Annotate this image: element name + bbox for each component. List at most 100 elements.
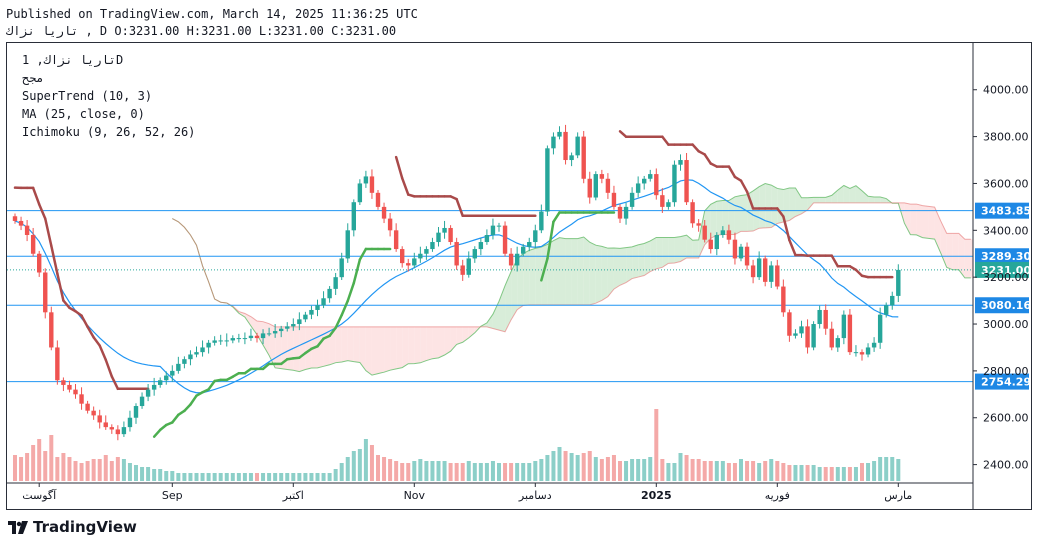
candle-body xyxy=(514,253,520,266)
candle-body xyxy=(24,225,30,235)
cloud-segment xyxy=(626,246,633,283)
candle-body xyxy=(490,225,496,235)
legend-ma[interactable]: MA (25, close, 0) xyxy=(22,107,145,121)
candle-body xyxy=(363,176,369,184)
price-level-label-bg xyxy=(975,297,1029,314)
price-chart[interactable]: 3483.85 3289.30 3080.16 2754.29 3231.00 2400… xyxy=(7,43,1031,509)
cloud-segment xyxy=(607,248,614,297)
supertrend-segment xyxy=(37,203,47,220)
candle-body xyxy=(406,263,411,266)
candle-body xyxy=(351,202,356,231)
legend-ichimoku[interactable]: Ichimoku (9, 26, 52, 26) xyxy=(22,125,196,139)
volume-bar xyxy=(309,473,314,481)
volume-bar xyxy=(248,473,253,481)
volume-bar xyxy=(218,473,223,481)
supertrend-segment xyxy=(50,244,59,275)
volume-bar xyxy=(484,463,489,481)
cloud-segment xyxy=(849,185,856,203)
cloud-segment xyxy=(438,326,445,358)
supertrend-segment xyxy=(261,362,271,371)
volume-bar xyxy=(333,469,338,481)
candle-body xyxy=(635,183,641,193)
supertrend-segment xyxy=(400,176,410,196)
volume-bar xyxy=(757,463,762,481)
candle-body xyxy=(127,417,133,428)
candle-body xyxy=(648,174,653,179)
volume-bar xyxy=(611,455,616,481)
candle-body xyxy=(285,326,290,329)
candle-body xyxy=(321,298,326,306)
chart-panel[interactable]: 3483.85 3289.30 3080.16 2754.29 3231.00 2400… xyxy=(6,42,1032,510)
volume-bar xyxy=(823,467,828,481)
candle-body xyxy=(611,192,617,207)
volume-bar xyxy=(466,461,471,481)
volume-bar xyxy=(448,463,453,481)
price-tick-label: 3800.00 xyxy=(983,131,1029,144)
cloud-segment xyxy=(492,301,499,331)
candle-body xyxy=(557,131,562,137)
supertrend-segment xyxy=(830,254,840,268)
volume-bar xyxy=(527,463,532,481)
volume-bar xyxy=(127,463,132,481)
candle-body xyxy=(732,239,738,259)
cloud-segment xyxy=(244,313,251,327)
volume-bar xyxy=(255,473,259,481)
ichimoku-span-a xyxy=(172,183,971,376)
candle-body xyxy=(145,389,151,397)
cloud-segment xyxy=(783,188,790,222)
cloud-segment xyxy=(432,326,439,359)
volume-bar xyxy=(847,467,852,481)
volume-bar xyxy=(261,473,266,481)
candle-body xyxy=(103,422,108,428)
volume-bar xyxy=(382,457,387,481)
candle-body xyxy=(708,239,713,250)
candle-body xyxy=(43,272,48,313)
candle-body xyxy=(587,178,592,198)
cloud-segment xyxy=(613,248,620,290)
candle-body xyxy=(218,340,223,342)
candle-body xyxy=(61,380,66,385)
volume-bar xyxy=(85,461,90,481)
supertrend-segment xyxy=(31,186,41,206)
cloud-segment xyxy=(813,197,820,203)
volume-bar xyxy=(678,453,683,481)
legend-supertrend[interactable]: SuperTrend (10, 3) xyxy=(22,89,153,103)
volume-bar xyxy=(690,459,695,481)
cloud-segment xyxy=(269,323,276,368)
supertrend-segment xyxy=(189,394,198,406)
volume-bar xyxy=(490,461,495,481)
cloud-segment xyxy=(505,271,512,332)
price-level-label-bg xyxy=(975,373,1029,390)
volume-bar xyxy=(569,453,574,481)
candle-body xyxy=(73,389,78,395)
cloud-segment xyxy=(571,238,578,305)
supertrend-segment xyxy=(618,130,628,138)
tradingview-logo-icon xyxy=(8,520,28,534)
candle-body xyxy=(865,347,871,355)
cloud-segment xyxy=(371,326,378,376)
cloud-segment xyxy=(910,204,917,235)
volume-bar xyxy=(648,457,653,481)
price-tick-label: 2400.00 xyxy=(983,459,1029,472)
volume-bar xyxy=(412,461,417,481)
candle-body xyxy=(339,258,344,278)
candle-body xyxy=(593,174,598,198)
cloud-segment xyxy=(577,237,584,305)
supertrend-segment xyxy=(152,428,162,438)
legend-symbol[interactable]: تاريا نزاك, 1D xyxy=(22,53,124,67)
candle-body xyxy=(623,206,629,219)
volume-bar xyxy=(91,459,96,481)
candle-body xyxy=(642,178,647,184)
price-tick-label: 2800.00 xyxy=(983,365,1029,378)
tradingview-logo[interactable]: TradingView xyxy=(8,518,137,536)
volume-bar xyxy=(714,461,719,481)
candle-body xyxy=(49,312,54,348)
time-tick-label: دسامبر xyxy=(518,489,552,502)
cloud-segment xyxy=(819,197,826,203)
volume-bar xyxy=(460,463,465,481)
volume-bar xyxy=(224,473,229,481)
candle-body xyxy=(260,333,266,339)
volume-bar xyxy=(829,467,834,481)
cloud-segment xyxy=(807,197,814,210)
cloud-segment xyxy=(353,326,360,363)
